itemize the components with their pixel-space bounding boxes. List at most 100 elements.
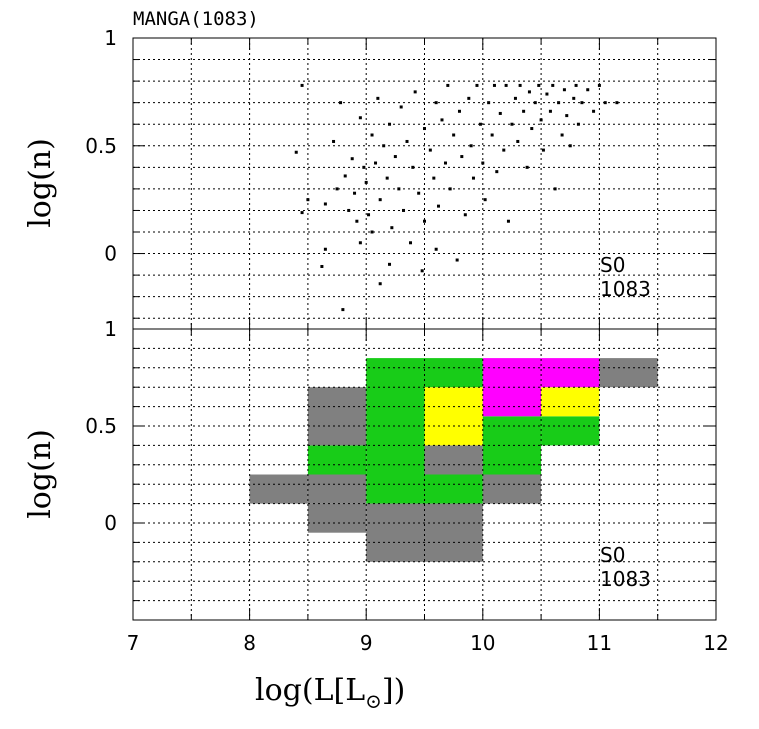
bottom-y-tick-label: 0 <box>104 511 117 535</box>
scatter-point <box>294 150 298 154</box>
scatter-point <box>530 127 534 131</box>
x-axis-label-suffix: ]) <box>382 673 405 708</box>
scatter-point <box>471 176 475 180</box>
scatter-point <box>370 133 374 137</box>
scatter-point <box>443 161 447 165</box>
scatter-point <box>358 241 362 245</box>
x-tick-label: 9 <box>360 631 373 655</box>
svg-text:log(L[L⊙]): log(L[L⊙]) <box>255 673 405 713</box>
scatter-point <box>551 83 555 87</box>
axis-ticks <box>132 37 717 621</box>
top-annotation-count: 1083 <box>600 277 651 301</box>
scatter-point <box>525 165 529 169</box>
scatter-point <box>423 127 426 131</box>
scatter-point <box>323 247 327 251</box>
top-y-tick-label: 0 <box>104 242 117 266</box>
scatter-point <box>495 170 499 174</box>
scatter-point <box>455 258 459 262</box>
heatmap-cell-green <box>482 416 542 475</box>
heatmap-cell-gray <box>307 503 367 533</box>
scatter-point <box>457 109 461 113</box>
scatter-point <box>475 83 479 87</box>
heatmap-cell-green <box>541 416 600 446</box>
scatter-point <box>420 269 424 273</box>
bottom-y-tick-label: 1 <box>104 317 117 341</box>
scatter-point <box>417 191 421 195</box>
bottom-panel-heatmap-cells <box>249 358 658 562</box>
scatter-point <box>300 211 304 215</box>
scatter-point <box>513 96 517 100</box>
scatter-point <box>446 83 450 87</box>
scatter-point <box>434 101 438 105</box>
scatter-point <box>339 101 343 105</box>
scatter-point <box>367 213 371 217</box>
scatter-point <box>545 92 549 96</box>
heatmap-cell-gray <box>307 387 367 446</box>
scatter-point <box>413 90 417 94</box>
scatter-point <box>498 111 502 115</box>
scatter-point <box>504 83 508 87</box>
scatter-point <box>586 88 590 92</box>
scatter-point <box>492 83 496 87</box>
scatter-point <box>615 101 619 105</box>
scatter-point <box>553 187 557 191</box>
scatter-point <box>603 101 607 105</box>
scatter-point <box>483 198 487 202</box>
scatter-point <box>300 83 304 87</box>
x-axis-label: log(L[L⊙]) <box>255 673 405 713</box>
scatter-point <box>481 161 485 165</box>
scatter-point <box>358 116 362 120</box>
scatter-point <box>428 148 432 152</box>
scatter-point <box>388 262 392 266</box>
heatmap-cell-green <box>424 358 483 388</box>
heatmap-cell-gray <box>424 445 483 475</box>
scatter-point <box>362 165 366 169</box>
heatmap-cell-magenta <box>541 358 600 388</box>
heatmap-cell-magenta <box>482 358 542 417</box>
scatter-point <box>467 96 471 100</box>
chart-title: MANGA(1083) <box>133 8 259 30</box>
scatter-point <box>397 187 401 191</box>
scatter-point <box>506 219 510 223</box>
scatter-point <box>376 96 380 100</box>
scatter-point <box>502 148 506 152</box>
bottom-panel-grid <box>133 329 716 620</box>
scatter-point <box>343 174 347 178</box>
scatter-point <box>364 180 368 184</box>
scatter-point <box>460 155 464 159</box>
top-y-tick-label: 1 <box>104 26 117 50</box>
scatter-point <box>378 198 382 202</box>
scatter-point <box>548 109 552 113</box>
scatter-point <box>537 83 541 87</box>
scatter-point <box>452 133 456 137</box>
x-tick-label: 12 <box>703 631 728 655</box>
scatter-point <box>510 122 514 126</box>
x-axis-label-main: log(L[L <box>255 673 365 708</box>
scatter-point <box>388 122 392 126</box>
x-tick-label: 8 <box>243 631 256 655</box>
scatter-point <box>332 139 336 143</box>
scatter-point <box>440 118 444 122</box>
scatter-point <box>350 157 354 161</box>
bottom-annotation-count: 1083 <box>600 567 651 591</box>
scatter-point <box>378 282 382 286</box>
scatter-point <box>568 144 572 148</box>
heatmap-cell-gray <box>366 503 483 562</box>
x-axis-label-sun-subscript: ⊙ <box>365 689 382 713</box>
scatter-point <box>597 83 601 87</box>
heatmap-cell-green <box>307 445 367 475</box>
top-y-axis-label: log(n) <box>23 138 58 228</box>
heatmap-cell-gray <box>599 358 658 388</box>
scatter-point <box>402 208 406 212</box>
heatmap-cell-green <box>424 474 483 504</box>
scatter-point <box>390 226 394 230</box>
scatter-point <box>409 241 413 245</box>
scatter-point <box>436 204 440 208</box>
scatter-point <box>385 176 389 180</box>
scatter-point <box>382 144 386 148</box>
scatter-point <box>306 198 310 202</box>
heatmap-cell-gray <box>307 474 367 504</box>
scatter-point <box>448 187 452 191</box>
